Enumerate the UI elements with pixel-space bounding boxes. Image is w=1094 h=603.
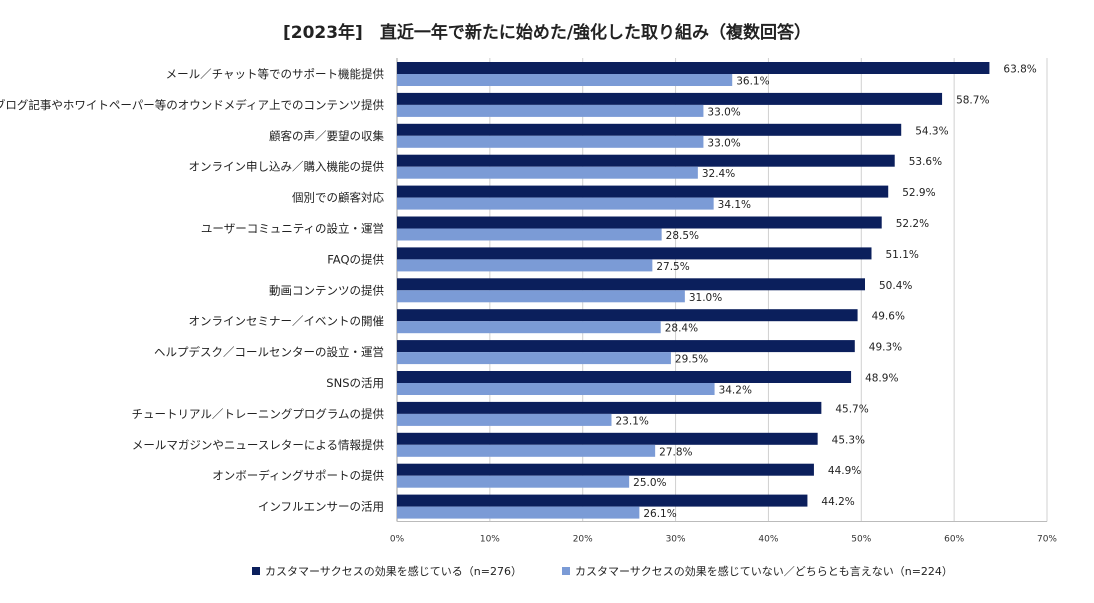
data-label-series-1: 49.6% bbox=[872, 311, 905, 323]
category-label: メールマガジンやニュースレターによる情報提供 bbox=[132, 438, 385, 452]
category-label: メール／チャット等でのサポート機能提供 bbox=[166, 67, 385, 81]
x-tick-label: 70% bbox=[1037, 535, 1057, 545]
bar-series-1 bbox=[397, 92, 943, 105]
bar-series-1 bbox=[397, 309, 858, 322]
legend-label: カスタマーサクセスの効果を感じていない／どちらとも言えない（n=224） bbox=[574, 565, 953, 578]
bar-series-1 bbox=[397, 154, 895, 167]
bar-series-2 bbox=[397, 413, 612, 426]
legend-swatch bbox=[252, 567, 260, 575]
category-label: オンライン申し込み／購入機能の提供 bbox=[189, 160, 385, 174]
category-label: チュートリアル／トレーニングプログラムの提供 bbox=[131, 407, 384, 421]
category-label: FAQの提供 bbox=[327, 252, 384, 266]
chart-title: [2023年] 直近一年で新たに始めた/強化した取り組み（複数回答） bbox=[282, 23, 812, 43]
x-tick-label: 10% bbox=[480, 535, 500, 545]
data-label-series-2: 23.1% bbox=[616, 415, 649, 427]
bar-series-1 bbox=[397, 371, 852, 383]
data-label-series-2: 29.5% bbox=[675, 354, 708, 366]
bar-series-1 bbox=[397, 340, 855, 353]
data-label-series-1: 52.9% bbox=[902, 187, 935, 199]
x-tick-label: 30% bbox=[666, 535, 686, 545]
data-label-series-2: 28.5% bbox=[666, 230, 699, 242]
bar-series-2 bbox=[397, 506, 640, 519]
category-label: 顧客の声／要望の収集 bbox=[269, 129, 384, 143]
category-label: ヘルプデスク／コールセンターの設立・運営 bbox=[154, 345, 384, 359]
bar-series-2 bbox=[397, 197, 714, 210]
x-tick-label: 20% bbox=[573, 535, 593, 545]
data-label-series-2: 36.1% bbox=[736, 76, 769, 88]
data-label-series-1: 44.2% bbox=[821, 496, 854, 508]
bar-series-1 bbox=[397, 216, 882, 229]
data-label-series-1: 45.7% bbox=[835, 403, 868, 415]
x-tick-label: 40% bbox=[758, 535, 778, 545]
data-label-series-2: 26.1% bbox=[643, 508, 676, 520]
bar-series-2 bbox=[397, 135, 704, 148]
category-label: インフルエンサーの活用 bbox=[258, 500, 384, 514]
bar-series-2 bbox=[397, 444, 656, 457]
category-label: 動画コンテンツの提供 bbox=[269, 283, 384, 297]
data-label-series-2: 33.0% bbox=[707, 106, 740, 118]
data-label-series-2: 28.4% bbox=[665, 323, 698, 335]
legend-label: カスタマーサクセスの効果を感じている（n=276） bbox=[265, 565, 522, 578]
bar-series-1 bbox=[397, 401, 822, 414]
data-label-series-2: 27.5% bbox=[656, 261, 689, 273]
bar-series-1 bbox=[397, 123, 902, 136]
category-label: ユーザーコミュニティの設立・運営 bbox=[201, 222, 384, 236]
data-label-series-1: 51.1% bbox=[886, 249, 919, 261]
data-label-series-1: 58.7% bbox=[956, 94, 989, 106]
data-label-series-2: 27.8% bbox=[659, 446, 692, 458]
bar-series-2 bbox=[397, 74, 733, 86]
x-tick-label: 50% bbox=[851, 535, 871, 545]
bar-series-2 bbox=[397, 228, 662, 241]
bar-series-2 bbox=[397, 383, 715, 395]
data-label-series-1: 48.9% bbox=[865, 373, 898, 385]
data-label-series-1: 50.4% bbox=[879, 280, 912, 292]
data-label-series-2: 32.4% bbox=[702, 168, 735, 180]
bar-series-1 bbox=[397, 185, 889, 198]
legend: カスタマーサクセスの効果を感じている（n=276） カスタマーサクセスの効果を感じ… bbox=[252, 563, 953, 579]
data-label-series-1: 49.3% bbox=[869, 342, 902, 354]
bar-series-2 bbox=[397, 321, 661, 334]
bar-series-1 bbox=[397, 62, 990, 74]
category-label: SNSの活用 bbox=[326, 376, 384, 390]
data-label-series-2: 31.0% bbox=[689, 292, 722, 304]
x-tick-label: 60% bbox=[944, 535, 964, 545]
data-label-series-2: 34.1% bbox=[718, 199, 751, 211]
data-label-series-1: 44.9% bbox=[828, 465, 861, 477]
bar-series-2 bbox=[397, 104, 704, 117]
category-label: ブログ記事やホワイトペーパー等のオウンドメディア上でのコンテンツ提供 bbox=[0, 98, 384, 112]
bar-series-2 bbox=[397, 290, 685, 303]
bar-series-1 bbox=[397, 432, 818, 445]
bar-series-1 bbox=[397, 494, 808, 507]
data-label-series-1: 52.2% bbox=[896, 218, 929, 230]
data-label-series-1: 63.8% bbox=[1003, 64, 1036, 76]
category-label: オンラインセミナー／イベントの開催 bbox=[189, 314, 385, 328]
bar-series-1 bbox=[397, 278, 865, 291]
legend-item-series-1: カスタマーサクセスの効果を感じている（n=276） bbox=[252, 563, 522, 579]
category-label: オンボーディングサポートの提供 bbox=[212, 469, 384, 483]
bar-series-2 bbox=[397, 352, 671, 365]
legend-swatch bbox=[561, 567, 570, 575]
bar-series-2 bbox=[397, 475, 630, 488]
legend-item-series-2: カスタマーサクセスの効果を感じていない／どちらとも言えない（n=224） bbox=[561, 563, 953, 579]
x-tick-label: 0% bbox=[390, 535, 405, 545]
data-label-series-1: 45.3% bbox=[832, 434, 865, 446]
data-label-series-2: 25.0% bbox=[633, 477, 666, 489]
bar-series-1 bbox=[397, 247, 872, 260]
data-label-series-2: 34.2% bbox=[719, 385, 752, 397]
data-label-series-2: 33.0% bbox=[707, 137, 740, 149]
data-label-series-1: 53.6% bbox=[909, 156, 942, 168]
bar-series-1 bbox=[397, 463, 814, 476]
category-label: 個別での顧客対応 bbox=[292, 191, 384, 205]
bar-series-2 bbox=[397, 166, 698, 179]
data-label-series-1: 54.3% bbox=[915, 125, 948, 137]
bar-series-2 bbox=[397, 259, 653, 272]
